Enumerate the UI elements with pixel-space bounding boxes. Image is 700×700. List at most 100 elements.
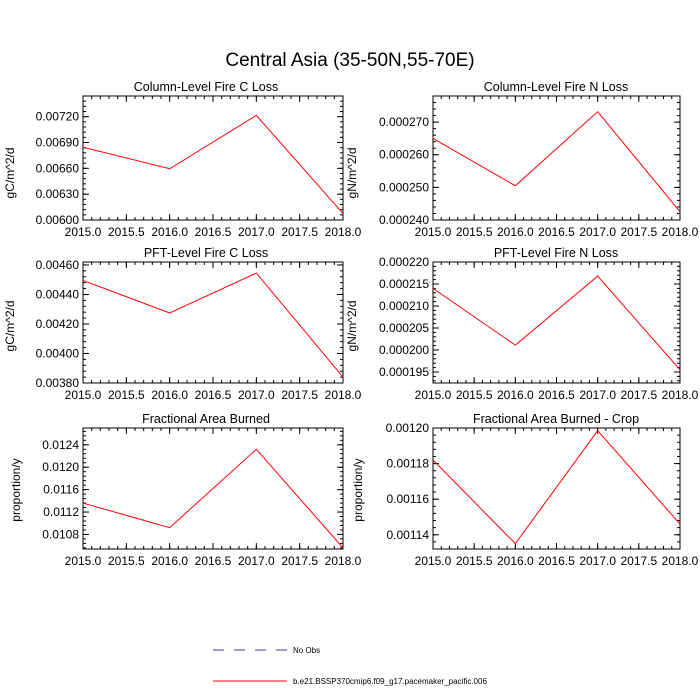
panel-title: Fractional Area Burned - Crop xyxy=(473,412,639,426)
x-tick-label: 2018.0 xyxy=(662,554,699,568)
x-tick-label: 2018.0 xyxy=(662,388,699,402)
y-tick-label: 0.00380 xyxy=(36,376,80,390)
x-tick-label: 2016.5 xyxy=(195,225,232,239)
x-tick-label: 2015.0 xyxy=(65,388,102,402)
x-tick-label: 2017.5 xyxy=(281,225,318,239)
x-tick-label: 2017.5 xyxy=(281,554,318,568)
x-tick-label: 2016.5 xyxy=(538,225,575,239)
y-tick-label: 0.0108 xyxy=(42,527,79,541)
x-tick-label: 2015.0 xyxy=(415,388,452,402)
figure-title: Central Asia (35-50N,55-70E) xyxy=(225,50,474,71)
chart-panel-column-c-loss: Column-Level Fire C Loss gC/m^2/d 2015.0… xyxy=(3,80,362,239)
legend-label-no-obs: No Obs xyxy=(293,646,320,655)
y-tick-label: 0.0112 xyxy=(43,505,79,519)
x-tick-label: 2016.0 xyxy=(497,388,534,402)
chart-panel-pft-c-loss: PFT-Level Fire C Loss gC/m^2/d 2015.0 201… xyxy=(3,246,362,402)
x-tick-label: 2017.5 xyxy=(620,388,657,402)
series-line-0 xyxy=(82,448,344,549)
x-tick-label: 2018.0 xyxy=(325,225,362,239)
chart-panel-fractional-area-burned-crop: Fractional Area Burned - Crop proportion… xyxy=(351,412,699,568)
x-tick-label: 2016.0 xyxy=(151,554,188,568)
y-tick-label: 0.00660 xyxy=(36,161,80,175)
legend-label-model: b.e21.BSSP370cmip6.f09_g17.pacemaker_pac… xyxy=(293,677,487,686)
series-line-0 xyxy=(432,275,681,371)
y-tick-label: 0.00440 xyxy=(36,287,80,301)
y-axis-label: gN/m^2/d xyxy=(345,148,359,199)
x-tick-label: 2015.0 xyxy=(65,554,102,568)
y-axis-label: gN/m^2/d xyxy=(345,301,359,352)
y-axis-label: gC/m^2/d xyxy=(3,301,17,352)
x-tick-label: 2017.0 xyxy=(579,388,616,402)
plot-frame xyxy=(82,261,344,384)
y-tick-label: 0.000205 xyxy=(379,321,429,335)
x-tick-label: 2017.0 xyxy=(579,225,616,239)
x-tick-label: 2015.5 xyxy=(456,225,493,239)
y-tick-label: 0.00400 xyxy=(36,346,80,360)
x-tick-label: 2017.5 xyxy=(620,554,657,568)
plot-frame xyxy=(82,95,344,221)
y-tick-label: 0.00460 xyxy=(36,258,80,272)
x-tick-label: 2016.5 xyxy=(538,388,575,402)
series-line-0 xyxy=(432,429,681,545)
y-tick-label: 0.00690 xyxy=(36,136,80,150)
plot-area: 2015.0 2015.5 2016.0 2016.5 2017.0 2017.5 2018… xyxy=(386,421,699,568)
x-tick-label: 2017.5 xyxy=(620,225,657,239)
chart-panel-fractional-area-burned: Fractional Area Burned proportion/y 2015… xyxy=(9,412,362,568)
x-tick-label: 2017.0 xyxy=(238,554,275,568)
y-tick-label: 0.00114 xyxy=(387,528,430,542)
plot-frame xyxy=(432,427,681,550)
y-axis-label: gC/m^2/d xyxy=(3,148,17,199)
y-tick-label: 0.000195 xyxy=(379,365,429,379)
y-tick-label: 0.0120 xyxy=(42,460,79,474)
x-tick-label: 2016.0 xyxy=(497,554,534,568)
x-tick-label: 2015.5 xyxy=(456,388,493,402)
chart-panel-column-n-loss: Column-Level Fire N Loss gN/m^2/d 2015.0… xyxy=(345,80,699,239)
x-tick-label: 2015.5 xyxy=(108,225,145,239)
y-tick-label: 0.000210 xyxy=(379,299,429,313)
plot-area: 2015.0 2015.5 2016.0 2016.5 2017.0 2017.5 2018… xyxy=(36,258,362,402)
plot-area: 2015.0 2015.5 2016.0 2016.5 2017.0 2017.5 2018… xyxy=(36,95,362,239)
x-tick-label: 2015.5 xyxy=(108,554,145,568)
y-tick-label: 0.000200 xyxy=(379,343,429,357)
y-axis-label: proportion/y xyxy=(351,458,365,521)
x-tick-label: 2018.0 xyxy=(662,225,699,239)
y-tick-label: 0.000240 xyxy=(379,213,429,227)
y-tick-label: 0.000270 xyxy=(379,115,429,129)
y-axis-label: proportion/y xyxy=(9,458,23,521)
plot-area: 2015.0 2015.5 2016.0 2016.5 2017.0 2017.5 2018… xyxy=(379,95,699,239)
series-line-0 xyxy=(82,114,344,214)
plot-area: 2015.0 2015.5 2016.0 2016.5 2017.0 2017.5 2018… xyxy=(379,255,699,402)
series-line-0 xyxy=(432,110,681,213)
y-tick-label: 0.00600 xyxy=(36,213,80,227)
x-tick-label: 2016.0 xyxy=(151,388,188,402)
x-tick-label: 2015.5 xyxy=(108,388,145,402)
x-tick-label: 2015.5 xyxy=(456,554,493,568)
x-tick-label: 2015.0 xyxy=(415,225,452,239)
y-tick-label: 0.00120 xyxy=(386,421,430,435)
legend: No Obs b.e21.BSSP370cmip6.f09_g17.pacema… xyxy=(213,646,487,686)
y-tick-label: 0.0116 xyxy=(43,483,79,497)
y-tick-label: 0.00630 xyxy=(36,187,80,201)
y-tick-label: 0.000215 xyxy=(379,277,429,291)
y-tick-label: 0.00720 xyxy=(36,110,80,124)
x-tick-label: 2016.5 xyxy=(195,554,232,568)
y-tick-label: 0.000220 xyxy=(379,255,429,269)
plot-area: 2015.0 2015.5 2016.0 2016.5 2017.0 2017.5 2018… xyxy=(42,427,362,568)
y-tick-label: 0.000260 xyxy=(379,148,429,162)
x-tick-label: 2017.5 xyxy=(281,388,318,402)
x-tick-label: 2017.0 xyxy=(238,225,275,239)
x-tick-label: 2016.0 xyxy=(151,225,188,239)
y-tick-label: 0.00118 xyxy=(387,457,430,471)
x-tick-label: 2018.0 xyxy=(325,388,362,402)
y-tick-label: 0.00420 xyxy=(36,317,80,331)
x-tick-label: 2016.0 xyxy=(497,225,534,239)
panel-title: Fractional Area Burned xyxy=(142,412,270,426)
y-tick-label: 0.00116 xyxy=(387,492,430,506)
x-tick-label: 2015.0 xyxy=(65,225,102,239)
chart-panel-pft-n-loss: PFT-Level Fire N Loss gN/m^2/d 2015.0 201… xyxy=(345,246,699,402)
y-tick-label: 0.0124 xyxy=(42,438,79,452)
x-tick-label: 2015.0 xyxy=(415,554,452,568)
panel-title: Column-Level Fire N Loss xyxy=(484,80,629,94)
x-tick-label: 2016.5 xyxy=(538,554,575,568)
